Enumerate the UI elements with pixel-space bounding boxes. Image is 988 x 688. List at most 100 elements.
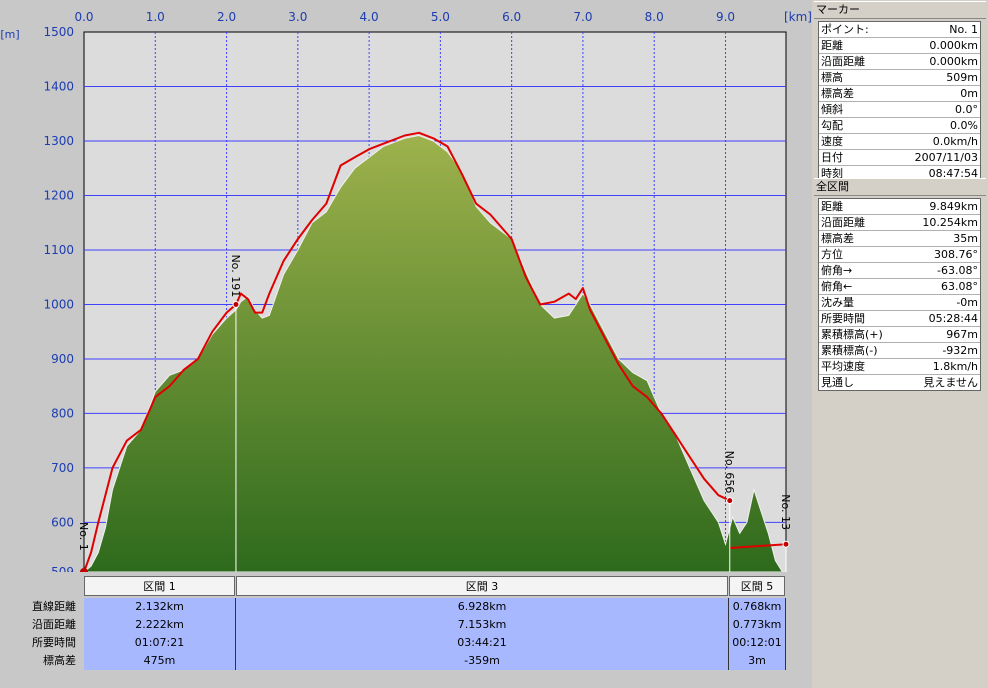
section-body bbox=[84, 598, 236, 670]
section-value: 475m bbox=[143, 654, 176, 667]
total-info-row-value: 967m bbox=[946, 328, 978, 341]
marker-info-row-value: 0.0° bbox=[955, 103, 978, 116]
total-info-row: 沿面距離 10.254km bbox=[819, 215, 980, 231]
y-tick-label: 1000 bbox=[43, 297, 74, 311]
marker-info-row-key: 勾配 bbox=[821, 119, 843, 132]
section-row-label: 所要時間 bbox=[32, 636, 76, 649]
marker-panel-title: マーカー bbox=[814, 1, 986, 19]
y-tick-label: 700 bbox=[51, 461, 74, 475]
total-info-row-value: 見えません bbox=[923, 376, 978, 389]
total-info-row-value: -932m bbox=[942, 344, 978, 357]
marker-info-row-key: ポイント: bbox=[821, 23, 869, 36]
marker-info-row-key: 沿面距離 bbox=[821, 55, 865, 68]
marker-point bbox=[726, 497, 734, 505]
marker-info-row: 沿面距離 0.000km bbox=[819, 54, 980, 70]
x-tick-label: 1.0 bbox=[146, 10, 165, 24]
x-tick-label: 5.0 bbox=[431, 10, 450, 24]
marker-info-row: 勾配 0.0% bbox=[819, 118, 980, 134]
marker-info-row-value: 2007/11/03 bbox=[914, 151, 978, 164]
total-info-row-key: 所要時間 bbox=[821, 312, 865, 325]
y-tick-label: 600 bbox=[51, 515, 74, 529]
section-value: -359m bbox=[464, 654, 500, 667]
marker-info-row-key: 時刻 bbox=[821, 167, 843, 180]
marker-label: No. 191 bbox=[229, 254, 242, 297]
x-tick-label: 8.0 bbox=[645, 10, 664, 24]
marker-point bbox=[232, 300, 240, 308]
total-info-row: 沈み量 -0m bbox=[819, 295, 980, 311]
marker-info-row-key: 傾斜 bbox=[821, 103, 843, 116]
marker-info-row-key: 速度 bbox=[821, 135, 843, 148]
marker-label: No. 13 bbox=[779, 494, 792, 530]
marker-info-row: 標高差 0m bbox=[819, 86, 980, 102]
x-tick-label: 7.0 bbox=[573, 10, 592, 24]
marker-info-row-key: 日付 bbox=[821, 151, 843, 164]
marker-info-row: 傾斜 0.0° bbox=[819, 102, 980, 118]
total-info-row-key: 俯角→ bbox=[821, 264, 853, 277]
marker-point bbox=[782, 540, 790, 548]
x-tick-label: 6.0 bbox=[502, 10, 521, 24]
marker-info-row-value: 0.000km bbox=[929, 39, 978, 52]
total-info-row-key: 俯角← bbox=[821, 280, 853, 293]
marker-info-row-value: 08:47:54 bbox=[928, 167, 978, 180]
section-header[interactable]: 区間 3 bbox=[236, 576, 728, 596]
x-tick-label: 0.0 bbox=[74, 10, 93, 24]
section-value: 6.928km bbox=[457, 600, 507, 613]
total-info-row-value: 63.08° bbox=[941, 280, 978, 293]
section-body bbox=[729, 598, 786, 670]
marker-info-row-value: 0m bbox=[960, 87, 978, 100]
y-tick-label: 1100 bbox=[43, 243, 74, 257]
marker-info-row: 標高 509m bbox=[819, 70, 980, 86]
total-info-row: 見通し 見えません bbox=[819, 375, 980, 390]
marker-info-row-value: 0.0% bbox=[950, 119, 978, 132]
marker-info-row: 距離 0.000km bbox=[819, 38, 980, 54]
marker-label: No. 656 bbox=[723, 451, 736, 494]
section-header[interactable]: 区間 1 bbox=[84, 576, 235, 596]
total-info-row: 所要時間 05:28:44 bbox=[819, 311, 980, 327]
marker-info-row-value: 0.000km bbox=[929, 55, 978, 68]
y-tick-label: 1500 bbox=[43, 25, 74, 39]
marker-info-row: ポイント: No. 1 bbox=[819, 22, 980, 38]
track-line-segment bbox=[729, 543, 787, 550]
total-info-row-key: 沈み量 bbox=[821, 296, 854, 309]
section-value: 01:07:21 bbox=[134, 636, 185, 649]
section-summary-table: 区間 1 区間 3 区間 5 直線距離 沿面距離 所要時間 標高差 2.132km 2.22… bbox=[0, 572, 812, 688]
x-tick-label: 4.0 bbox=[360, 10, 379, 24]
marker-info-row-value: 509m bbox=[946, 71, 978, 84]
section-row-label: 標高差 bbox=[43, 654, 76, 667]
section-value: 00:12:01 bbox=[732, 636, 782, 649]
x-tick-label: 3.0 bbox=[288, 10, 307, 24]
total-info-row-key: 累積標高(+) bbox=[821, 328, 883, 341]
total-info-row-value: 1.8km/h bbox=[932, 360, 978, 373]
marker-info-row-value: 0.0km/h bbox=[932, 135, 978, 148]
y-unit-label: [m] bbox=[0, 28, 19, 41]
total-info-row-key: 平均速度 bbox=[821, 360, 865, 373]
total-info-row: 俯角← 63.08° bbox=[819, 279, 980, 295]
section-header[interactable]: 区間 5 bbox=[729, 576, 785, 596]
marker-info-row: 時刻 08:47:54 bbox=[819, 166, 980, 181]
total-info-row-value: -63.08° bbox=[937, 264, 978, 277]
total-info-row-key: 標高差 bbox=[821, 232, 854, 245]
total-info-row: 累積標高(-) -932m bbox=[819, 343, 980, 359]
total-info-row: 距離 9.849km bbox=[819, 199, 980, 215]
total-info-row-value: 308.76° bbox=[934, 248, 978, 261]
total-info-row-value: 9.849km bbox=[929, 200, 978, 213]
total-info-row-value: 10.254km bbox=[922, 216, 978, 229]
section-value: 2.222km bbox=[135, 618, 184, 631]
x-tick-label: 2.0 bbox=[217, 10, 236, 24]
total-info-box: 距離 9.849km 沿面距離 10.254km 標高差 35m 方位 308.76° 俯角→ -… bbox=[818, 198, 981, 391]
y-tick-label: 1300 bbox=[43, 134, 74, 148]
section-value: 0.773km bbox=[732, 618, 782, 631]
marker-info-row-key: 標高 bbox=[821, 71, 843, 84]
section-row-label: 沿面距離 bbox=[32, 618, 76, 631]
marker-label: No. 1 bbox=[77, 522, 90, 551]
info-panel: マーカー ポイント: No. 1 距離 0.000km 沿面距離 0.000km 標高 509… bbox=[812, 0, 988, 688]
total-info-row: 標高差 35m bbox=[819, 231, 980, 247]
section-row-label: 直線距離 bbox=[32, 600, 76, 613]
total-info-row: 累積標高(+) 967m bbox=[819, 327, 980, 343]
y-tick-label: 800 bbox=[51, 406, 74, 420]
elevation-profile-chart[interactable]: No. 1 No. 191 No. 656 No. 13 0.0 1.0 2.0 3.0 4.… bbox=[0, 0, 812, 688]
section-value: 03:44:21 bbox=[457, 636, 507, 649]
total-info-row-value: 35m bbox=[953, 232, 978, 245]
total-info-row-key: 距離 bbox=[821, 200, 843, 213]
total-info-row-value: 05:28:44 bbox=[928, 312, 978, 325]
